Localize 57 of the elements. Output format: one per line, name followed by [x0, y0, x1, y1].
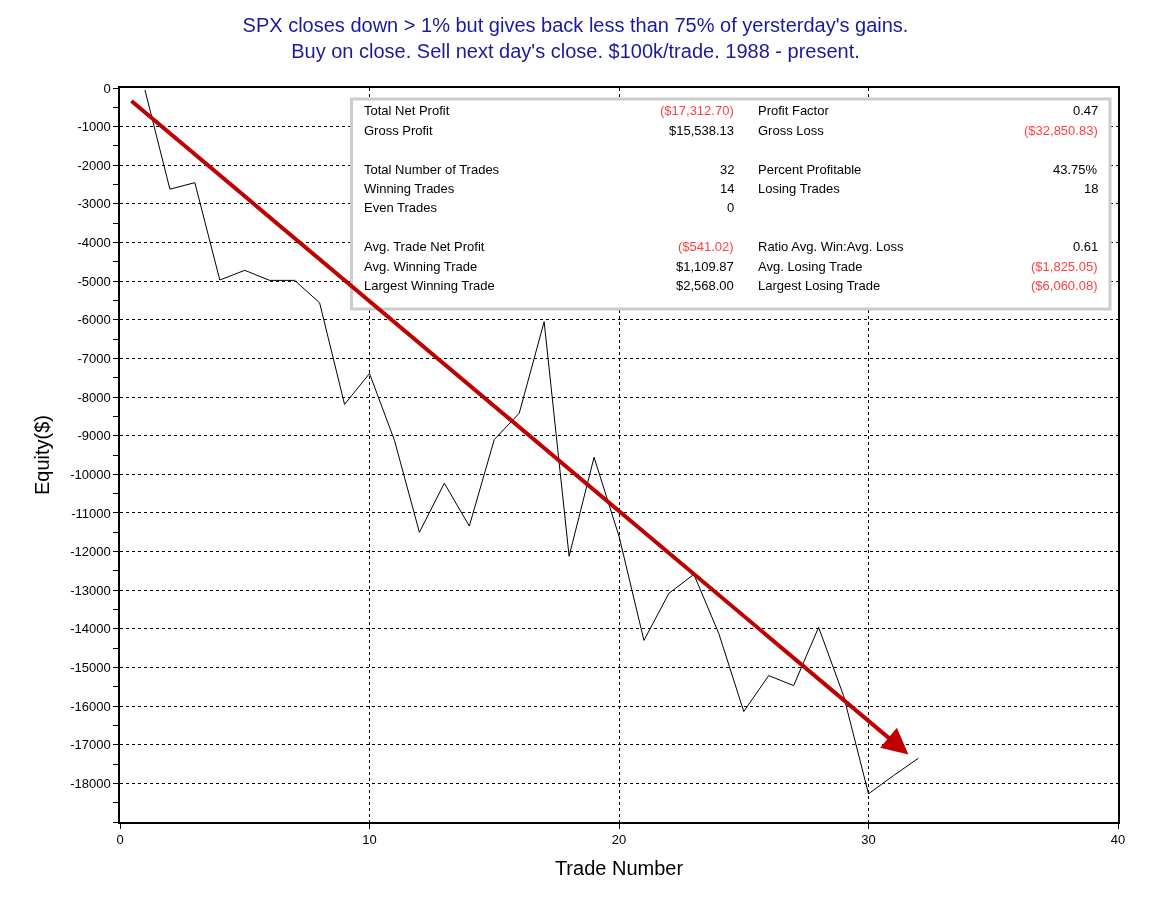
annotation: $15,538.13 — [669, 123, 735, 138]
annotation: 0 — [727, 200, 735, 215]
y-axis-title: Equity($) — [31, 414, 54, 496]
x-tick-label: 20 — [611, 832, 627, 848]
x-axis-title: Trade Number — [554, 857, 684, 880]
annotation: ($32,850.83) — [1024, 123, 1098, 138]
annotation: 18 — [1084, 181, 1099, 196]
annotation: ($17,312.70) — [660, 103, 734, 118]
annotation: 32 — [720, 162, 735, 177]
annotation: ($6,060.08) — [1031, 278, 1098, 293]
y-tick-label: 0 — [103, 80, 111, 96]
annotation: Winning Trades — [364, 181, 455, 196]
annotation: Gross Profit — [364, 123, 434, 138]
annotation: Percent Profitable — [758, 162, 862, 177]
y-tick-label: -7000 — [77, 350, 111, 366]
annotation: ($1,825.05) — [1031, 259, 1098, 274]
y-tick-label: -1000 — [77, 119, 111, 135]
annotation: ($541.02) — [678, 239, 734, 254]
x-tick-label: 0 — [116, 832, 124, 848]
x-tick-label: 30 — [861, 832, 876, 848]
y-tick-label: -5000 — [77, 273, 111, 289]
y-tick-label: -18000 — [70, 775, 111, 791]
annotation: Ratio Avg. Win:Avg. Loss — [758, 239, 904, 254]
annotation: Total Number of Trades — [364, 162, 500, 177]
annotation: 43.75% — [1053, 162, 1098, 177]
y-tick-label: -9000 — [77, 428, 111, 444]
annotation: Avg. Winning Trade — [364, 259, 478, 274]
y-tick-label: -15000 — [70, 660, 111, 676]
annotation: Avg. Trade Net Profit — [364, 239, 485, 254]
x-tick-label: 10 — [362, 832, 377, 848]
y-tick-label: -13000 — [70, 582, 111, 598]
annotation: Largest Winning Trade — [364, 278, 495, 293]
annotation: Even Trades — [364, 200, 438, 215]
y-tick-label: -8000 — [77, 389, 111, 405]
y-tick-label: -2000 — [77, 157, 111, 173]
annotation: 14 — [720, 181, 735, 196]
annotation: 0.61 — [1073, 239, 1099, 254]
y-tick-label: -12000 — [70, 544, 111, 560]
chart-title: SPX closes down > 1% but gives back less than 75% of yersterday's gains. Buy on close. Sell next day's close. $100k/trade. 1988 - present. — [242, 13, 909, 62]
annotation: 0.47 — [1073, 103, 1099, 118]
annotation: Losing Trades — [758, 181, 841, 196]
y-tick-label: -16000 — [70, 698, 111, 714]
annotation: $1,109.87 — [676, 259, 734, 274]
annotation: Avg. Losing Trade — [758, 259, 863, 274]
y-tick-label: -3000 — [77, 196, 111, 212]
annotation: Gross Loss — [758, 123, 825, 138]
y-tick-label: -17000 — [70, 737, 111, 753]
annotation: $2,568.00 — [676, 278, 734, 293]
y-tick-label: -10000 — [70, 466, 111, 482]
annotation: Profit Factor — [758, 103, 830, 118]
y-tick-label: -4000 — [77, 235, 111, 251]
x-tick-label: 40 — [1110, 832, 1126, 848]
annotation: Total Net Profit — [364, 103, 450, 118]
y-tick-label: -6000 — [77, 312, 111, 328]
y-tick-label: -14000 — [70, 621, 111, 637]
y-tick-label: -11000 — [71, 505, 111, 521]
annotation: Largest Losing Trade — [758, 278, 881, 293]
